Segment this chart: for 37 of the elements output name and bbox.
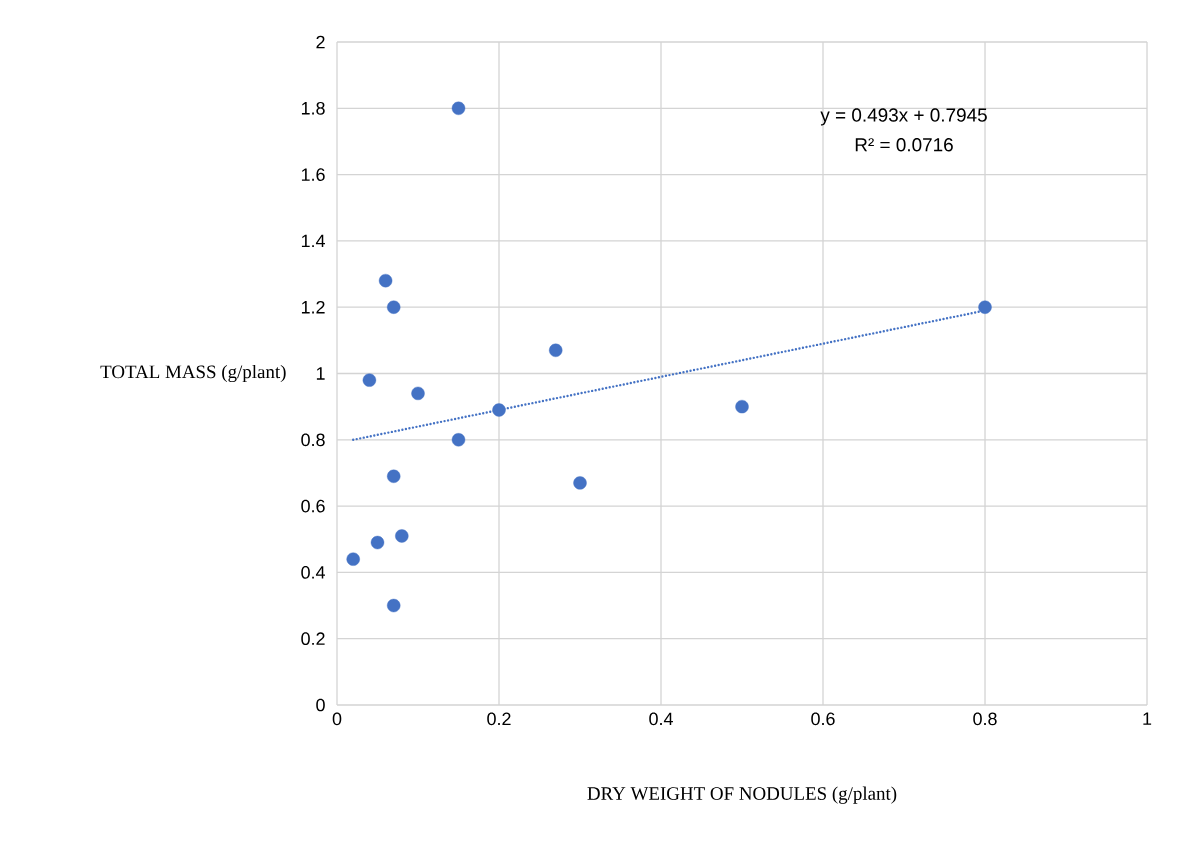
point: [573, 476, 587, 490]
point: [387, 469, 401, 483]
y-tick-label: 1.4: [301, 234, 325, 248]
y-tick-label: 0.8: [301, 433, 325, 447]
y-tick-label: 1.6: [301, 168, 325, 181]
point: [978, 300, 992, 314]
annotation: R² = 0.0716: [855, 138, 953, 152]
point: [346, 552, 360, 566]
y-tick-label: 0.4: [301, 566, 325, 579]
annotation: y = 0.493x + 0.7945: [820, 108, 987, 126]
x-tick-label: 1: [1143, 712, 1152, 725]
x-tick-label: 0: [332, 712, 342, 726]
y-tick-label: 0: [316, 698, 325, 712]
y-tick-label: 0.6: [301, 499, 325, 513]
y-tick-label: 1.2: [301, 300, 325, 314]
point: [735, 399, 749, 414]
x-tick-label: 0.8: [973, 712, 997, 726]
y-tick-label: 0.2: [301, 632, 325, 646]
y-tick-label: 1.8: [301, 101, 325, 115]
point: [451, 101, 466, 115]
y-tick-label: 2: [316, 35, 325, 49]
point: [411, 386, 425, 401]
point: [492, 403, 506, 417]
point: [362, 373, 377, 387]
x-tick-label: 0.6: [811, 712, 835, 726]
y-tick-label: 1: [316, 367, 325, 380]
y-axis-title: TOTAL MASS (g/plant): [100, 364, 286, 383]
point: [451, 433, 466, 447]
x-tick-label: 0.2: [487, 712, 511, 726]
point: [387, 300, 401, 314]
point: [378, 274, 393, 288]
point: [387, 598, 401, 613]
point: [370, 535, 385, 550]
point: [549, 343, 563, 357]
x-axis-title: DRY WEIGHT OF NODULES (g/plant): [587, 786, 897, 804]
x-tick-label: 0.4: [649, 712, 673, 726]
point: [395, 529, 409, 543]
